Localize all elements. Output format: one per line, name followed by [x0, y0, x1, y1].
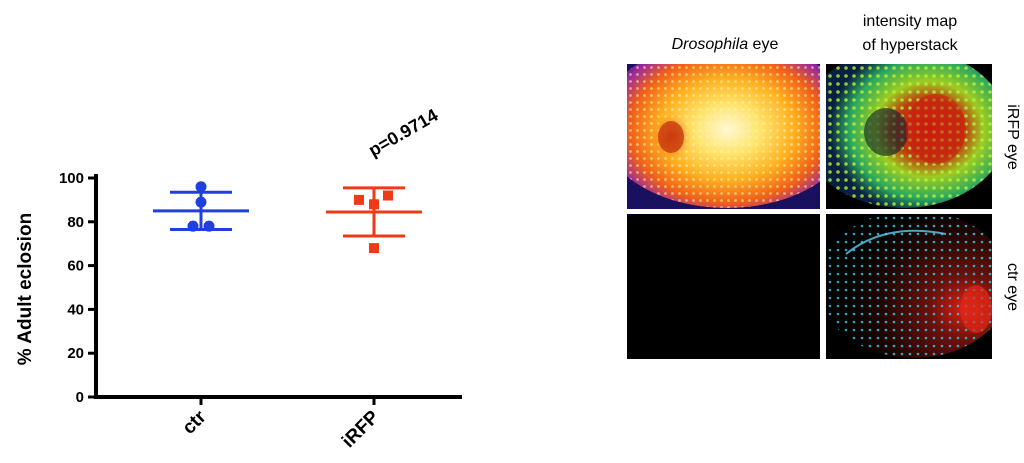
- data-point: [369, 199, 379, 210]
- x-tick-label: iRFP: [338, 406, 384, 452]
- y-tick-label: 100: [59, 170, 84, 187]
- column-header-raw: Drosophila eye: [672, 36, 779, 53]
- y-tick-label: 20: [67, 345, 84, 362]
- data-point: [195, 196, 207, 208]
- data-point: [383, 190, 393, 201]
- ctr-raw-image: [627, 214, 820, 359]
- p-value-annotation: p=0.9714: [365, 105, 441, 161]
- irfp-intensity-map: [826, 64, 992, 209]
- data-point: [187, 220, 199, 232]
- column-header-map-line1: intensity map: [863, 13, 957, 30]
- data-point: [354, 194, 364, 205]
- y-axis-title: % Adult eclosion: [15, 213, 36, 365]
- irfp-raw-image: [627, 64, 820, 209]
- image-panel: Drosophila eye intensity map of hypersta…: [627, 13, 1021, 359]
- y-tick-label: 0: [76, 389, 84, 406]
- data-point: [369, 243, 379, 254]
- plot-area: 0 20 40 60 80 100 ctr iRFP: [59, 170, 462, 452]
- data-point: [203, 220, 215, 232]
- y-tick-label: 60: [67, 258, 84, 275]
- series-iRFP: [326, 186, 422, 254]
- y-tick-label: 80: [67, 214, 84, 231]
- y-tick-label: 40: [67, 301, 84, 318]
- x-tick-label: ctr: [179, 406, 211, 438]
- row-label-irfp: iRFP eye: [1004, 104, 1021, 170]
- column-header-map-line2: of hyperstack: [862, 37, 958, 54]
- data-point: [195, 181, 207, 193]
- ctr-intensity-map: [826, 214, 992, 359]
- series-ctr: [153, 181, 249, 232]
- row-label-ctr: ctr eye: [1004, 263, 1021, 311]
